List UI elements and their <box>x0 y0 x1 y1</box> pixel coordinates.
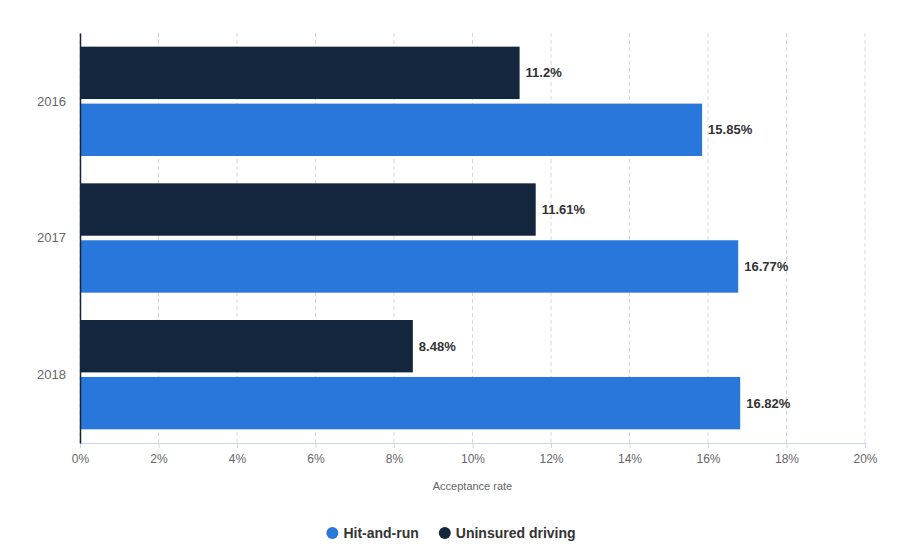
data-label: 11.61% <box>542 202 586 217</box>
x-tick-label: 16% <box>696 452 720 466</box>
x-tick-label: 10% <box>461 452 485 466</box>
x-axis-line <box>81 444 866 449</box>
legend-label: Uninsured driving <box>456 525 576 541</box>
y-tick-label: 2017 <box>37 230 66 245</box>
x-tick: 8% <box>386 443 404 466</box>
grid-line <box>80 33 81 443</box>
bar <box>80 320 413 372</box>
grid-line <box>786 33 787 443</box>
data-labels: 15.85% 16.77% 16.82% 11.2% 11.61% 8.48% <box>419 65 791 410</box>
data-label: 8.48% <box>419 339 456 354</box>
x-tick: 0% <box>72 443 90 466</box>
x-tick-mark <box>551 443 552 448</box>
x-tick: 14% <box>618 443 642 466</box>
x-tick: 12% <box>539 443 563 466</box>
legend: Hit-and-run Uninsured driving <box>326 525 575 541</box>
legend-label: Hit-and-run <box>343 525 418 541</box>
x-tick: 2% <box>150 443 168 466</box>
x-tick-label: 8% <box>386 452 404 466</box>
y-tick: 2018 <box>37 367 80 382</box>
x-tick-label: 18% <box>775 452 799 466</box>
x-tick-mark <box>865 443 866 448</box>
bar <box>80 104 702 156</box>
legend-item: Uninsured driving <box>439 525 576 541</box>
grid-line <box>865 33 866 443</box>
x-tick-label: 14% <box>618 452 642 466</box>
legend-item: Hit-and-run <box>326 525 418 541</box>
x-tick-label: 20% <box>853 452 877 466</box>
x-tick: 16% <box>696 443 720 466</box>
bar <box>80 377 740 429</box>
chart: 15.85% 16.77% 16.82% 11.2% 11.61% 8.48% 0% 2% 4%… <box>0 0 902 552</box>
x-tick: 4% <box>229 443 247 466</box>
y-axis-line <box>80 34 82 444</box>
x-tick: 6% <box>307 443 325 466</box>
x-tick-mark <box>316 443 317 448</box>
x-tick-mark <box>787 443 788 448</box>
x-axis-title: Acceptance rate <box>433 480 513 492</box>
legend-marker <box>326 527 338 539</box>
bar <box>80 240 738 292</box>
y-tick: 2017 <box>37 230 80 245</box>
data-label: 16.82% <box>746 396 791 411</box>
x-tick-label: 4% <box>229 452 247 466</box>
y-tick-label: 2018 <box>37 367 66 382</box>
bars <box>80 47 740 430</box>
data-label: 16.77% <box>744 259 789 274</box>
x-tick-label: 12% <box>539 452 563 466</box>
legend-marker <box>439 527 451 539</box>
x-tick-mark <box>394 443 395 448</box>
x-tick-mark <box>473 443 474 448</box>
y-axis: 2016 2017 2018 <box>37 34 80 444</box>
x-tick-label: 2% <box>150 452 168 466</box>
x-axis: 0% 2% 4% 6% 8% 10% 12% 14% 16% 18% 20% <box>72 443 878 466</box>
bar <box>80 47 520 99</box>
data-label: 15.85% <box>708 122 753 137</box>
x-tick-mark <box>630 443 631 448</box>
grid <box>80 33 865 443</box>
x-tick-mark <box>159 443 160 448</box>
y-tick: 2016 <box>37 93 80 108</box>
x-tick-label: 0% <box>72 452 90 466</box>
x-tick: 18% <box>775 443 799 466</box>
bar <box>80 183 536 235</box>
x-tick-mark <box>237 443 238 448</box>
data-label: 11.2% <box>526 65 563 80</box>
x-tick-mark <box>708 443 709 448</box>
y-tick-label: 2016 <box>37 93 66 108</box>
x-tick: 20% <box>853 443 877 466</box>
x-tick-mark <box>80 443 81 448</box>
x-tick-label: 6% <box>307 452 325 466</box>
x-tick: 10% <box>461 443 485 466</box>
